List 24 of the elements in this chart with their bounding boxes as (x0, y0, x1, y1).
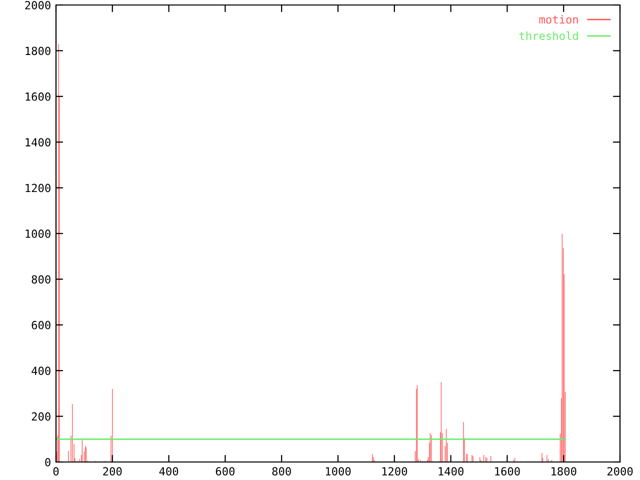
x-tick-label: 1200 (382, 467, 408, 476)
x-tick-label: 1400 (438, 467, 464, 476)
x-tick-label: 400 (159, 467, 178, 476)
x-tick-label: 0 (53, 467, 59, 476)
x-tick-label: 2000 (607, 467, 633, 476)
y-tick-label: 600 (32, 320, 50, 330)
x-tick-label: 1600 (495, 467, 520, 476)
y-tick-label: 200 (32, 412, 50, 421)
x-tick-label: 1800 (552, 467, 576, 476)
y-tick-label: 1400 (26, 138, 50, 147)
x-tick-label: 1000 (326, 467, 351, 476)
y-tick-label: 1000 (26, 230, 50, 238)
y-tick-label: 800 (32, 275, 50, 284)
legend-label: motion (539, 15, 578, 24)
y-tick-label: 400 (32, 366, 50, 376)
y-tick-label: 0 (45, 458, 50, 466)
legend-label: threshold (519, 31, 578, 40)
x-tick-label: 800 (272, 467, 291, 476)
y-tick-label: 2000 (25, 1, 50, 10)
y-tick-label: 1800 (26, 46, 50, 56)
x-tick-label: 200 (103, 467, 122, 476)
y-tick-label: 1200 (26, 184, 50, 192)
x-tick-label: 600 (216, 467, 235, 476)
y-tick-label: 1600 (26, 92, 50, 101)
